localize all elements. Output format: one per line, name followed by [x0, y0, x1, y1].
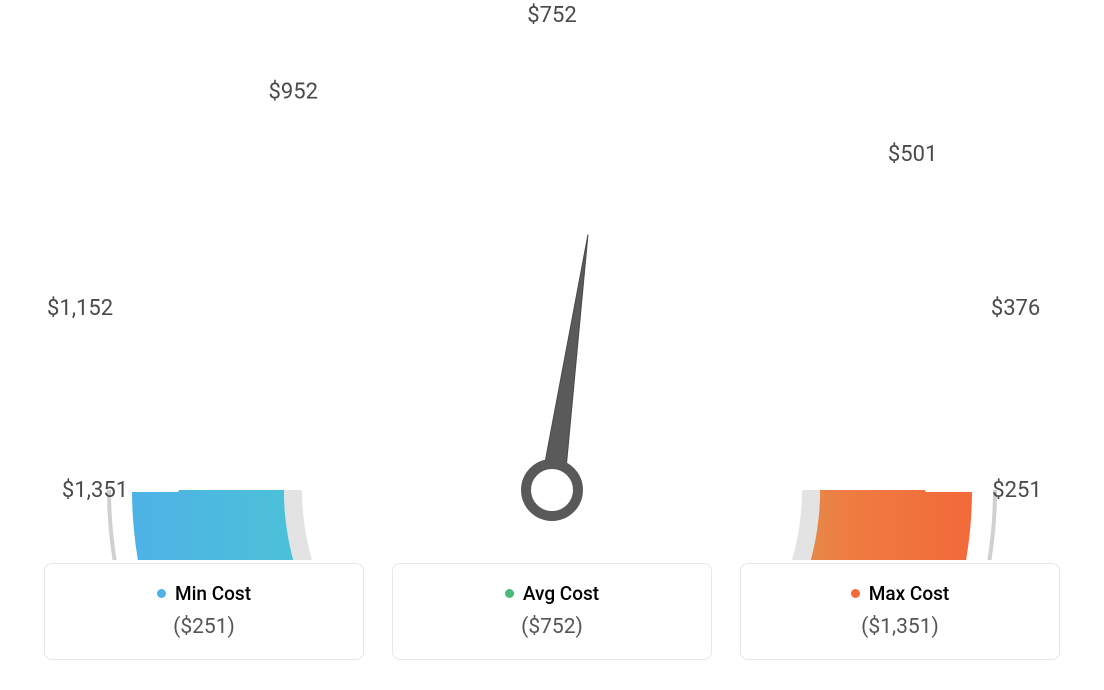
legend-title-avg: Avg Cost — [505, 582, 599, 605]
legend-label-min: Min Cost — [175, 582, 251, 605]
svg-text:$501: $501 — [888, 142, 937, 167]
svg-text:$752: $752 — [527, 3, 576, 28]
legend-value-min: ($251) — [65, 615, 343, 639]
svg-text:$376: $376 — [991, 296, 1040, 321]
legend-label-avg: Avg Cost — [523, 582, 599, 605]
svg-text:$251: $251 — [992, 478, 1041, 503]
legend-dot-avg — [505, 589, 514, 598]
legend-row: Min Cost ($251) Avg Cost ($752) Max Cost… — [0, 563, 1104, 660]
legend-title-min: Min Cost — [157, 582, 251, 605]
cost-gauge: $251 $376 $501 $752 $952 $1,152 $1,351 — [0, 0, 1104, 550]
legend-card-max: Max Cost ($1,351) — [740, 563, 1060, 660]
legend-card-avg: Avg Cost ($752) — [392, 563, 712, 660]
legend-value-max: ($1,351) — [761, 615, 1039, 639]
legend-value-avg: ($752) — [413, 615, 691, 639]
legend-dot-min — [157, 589, 166, 598]
legend-dot-max — [851, 589, 860, 598]
legend-label-max: Max Cost — [869, 582, 949, 605]
legend-card-min: Min Cost ($251) — [44, 563, 364, 660]
svg-text:$952: $952 — [269, 80, 318, 105]
gauge-svg: $251 $376 $501 $752 $952 $1,152 $1,351 — [0, 0, 1104, 560]
legend-title-max: Max Cost — [851, 582, 949, 605]
svg-text:$1,351: $1,351 — [62, 478, 128, 503]
svg-text:$1,152: $1,152 — [47, 296, 113, 321]
